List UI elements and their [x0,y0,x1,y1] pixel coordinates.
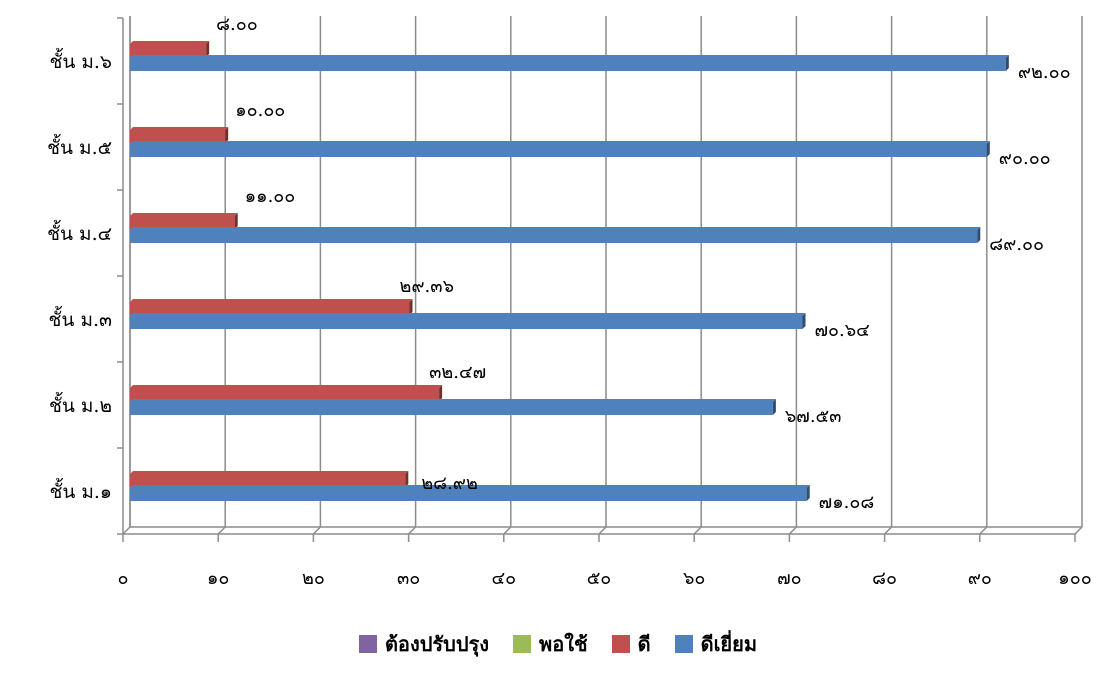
legend-swatch [611,635,630,653]
bar-top [130,385,443,388]
bar [130,302,410,315]
x-tick-label: ๙๐ [968,568,992,589]
gridline-floor [122,526,131,535]
data-labels: ๘.๐๐๙๒.๐๐๑๐.๐๐๙๐.๐๐๑๑.๐๐๘๙.๐๐๒๙.๓๖๗๐.๖๔๓… [216,14,1070,513]
bar-side [772,399,776,415]
gridline-floor [503,526,512,535]
bar-top [130,213,238,216]
bar-top [130,299,413,302]
x-tick-label: ๓๐ [397,568,420,589]
x-tick-label: ๑๐๐ [1058,568,1091,589]
x-tick-label: ๗๐ [777,568,802,589]
bar-side [1005,55,1009,71]
bar-top [130,313,806,316]
data-label: ๖๗.๕๓ [785,406,842,427]
category-label: ชั้น ม.๖ [49,48,112,73]
bar-top [130,399,776,402]
legend-item: ดีเยี่ยม [674,628,758,660]
bar [130,316,803,329]
legend-label: พอใช้ [539,632,588,656]
data-label: ๗๐.๖๔ [814,320,869,341]
bar-top [130,55,1009,58]
bar-side [439,385,443,401]
x-tick-label: ๕๐ [587,568,612,589]
axes: ๐ ๑๐ ๒๐ ๓๐ ๔๐ ๕๐ ๖๐ ๗๐ ๘๐ ๙๐ ๑๐๐ ชั้น ม.๖ชั้น ม.๕ชั… [47,17,1092,589]
gridline-floor [408,526,417,535]
gridline-floor [598,526,607,535]
bar-side [806,485,810,501]
data-label: ๘.๐๐ [216,14,258,35]
x-tick-label: ๐ [118,568,129,589]
x-tick-label: ๑๐ [207,568,229,589]
data-label: ๒๙.๓๖ [400,276,455,297]
bar-top [130,141,990,144]
bar-side [977,227,981,243]
data-label: ๘๙.๐๐ [989,234,1044,255]
bar [130,44,207,57]
bar-side [986,141,990,157]
bar [130,488,807,501]
bar [130,388,440,401]
data-label: ๙๒.๐๐ [1018,62,1071,83]
gridline-floor [788,526,797,535]
bar [130,230,978,243]
bar-top [130,227,981,230]
category-label: ชั้น ม.๔ [47,220,112,245]
gridline-floor [1074,526,1083,535]
bars [130,41,1009,501]
bar-side [234,213,238,229]
bar-side [409,299,413,315]
data-label: ๑๑.๐๐ [245,186,296,207]
bar-side [802,313,806,329]
legend-swatch [513,635,532,653]
legend: ต้องปรับปรุง พอใช้ ดี ดีเยี่ยม [0,628,1116,660]
bar-side [225,127,229,143]
gridline-floor [884,526,893,535]
bar-side [206,41,210,57]
gridline-floor [979,526,988,535]
legend-item: ต้องปรับปรุง [358,628,490,660]
category-label: ชั้น ม.๒ [49,392,112,417]
legend-swatch [674,635,693,653]
bar [130,130,226,143]
data-label: ๑๐.๐๐ [235,100,285,121]
bar [130,216,235,229]
category-label: ชั้น ม.๕ [47,134,112,159]
x-tick-label: ๖๐ [683,568,705,589]
data-label: ๓๒.๔๗ [429,362,486,383]
bar-top [130,471,409,474]
legend-swatch [358,635,377,653]
bar-side [405,471,409,487]
data-label: ๗๑.๐๘ [819,492,875,513]
gridline-floor [693,526,702,535]
legend-item: ดี [611,628,651,660]
legend-item: พอใช้ [513,628,588,660]
grid-lines [122,16,1083,535]
x-tick-label: ๒๐ [302,568,325,589]
data-label: ๙๐.๐๐ [999,148,1051,169]
bar-top [130,127,229,130]
legend-label: ดีเยี่ยม [700,632,758,656]
data-label: ๒๘.๙๒ [421,473,478,494]
bar [130,474,406,487]
bar [130,58,1006,71]
category-label: ชั้น ม.๑ [49,478,112,503]
legend-label: ดี [637,632,651,656]
x-tick-label: ๔๐ [491,568,516,589]
bar-top [130,41,210,44]
gridline-floor [312,526,321,535]
x-tick-label: ๘๐ [872,568,897,589]
legend-label: ต้องปรับปรุง [384,632,490,656]
bar [130,144,987,157]
gridline-floor [217,526,226,535]
category-label: ชั้น ม.๓ [49,306,112,331]
bar-top [130,485,810,488]
bar [130,402,773,415]
